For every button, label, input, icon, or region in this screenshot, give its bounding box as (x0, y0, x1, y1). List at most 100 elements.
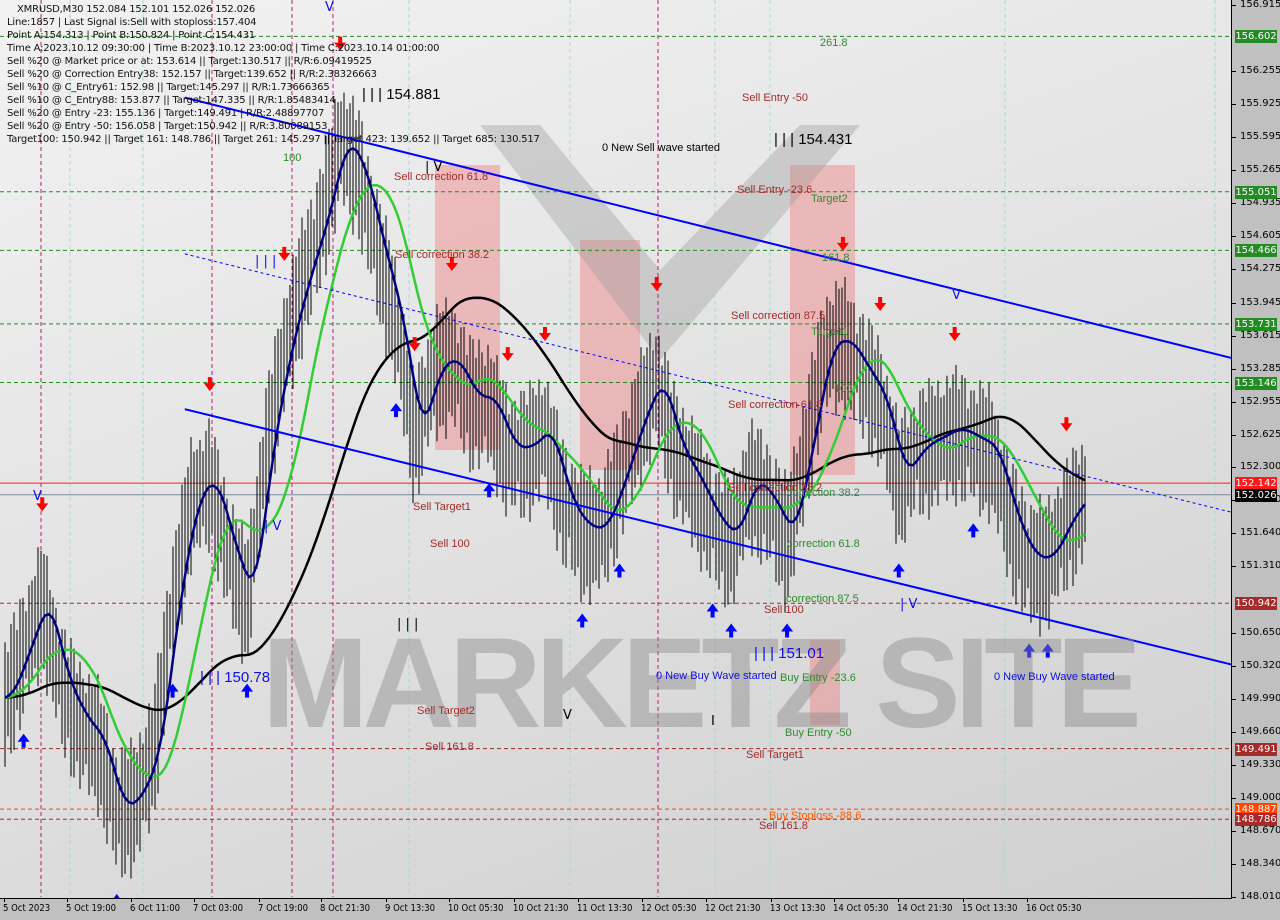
price-tick-label: 148.670 (1240, 824, 1280, 836)
time-tick (834, 898, 835, 902)
price-level-tag: 149.491 (1235, 742, 1277, 756)
wave-marker: | V (264, 519, 282, 534)
time-tick (578, 898, 579, 902)
price-tick-label: 149.660 (1240, 725, 1280, 737)
lower-channel-line (184, 408, 1231, 666)
time-tick (1027, 898, 1028, 902)
price-tick (1232, 830, 1236, 832)
sell-arrow-icon (334, 36, 347, 51)
info-line: Line:1857 | Last Signal is:Sell with sto… (7, 17, 257, 28)
price-tick (1232, 863, 1236, 865)
annotation: Sell Target2 (417, 705, 475, 717)
time-tick-label: 15 Oct 13:30 (962, 903, 1018, 914)
price-tick (1232, 797, 1236, 799)
time-tick-label: 10 Oct 21:30 (513, 903, 569, 914)
price-tick-label: 150.320 (1240, 659, 1280, 671)
price-level-tag: 156.602 (1235, 30, 1277, 44)
sell-arrow-icon (539, 327, 551, 342)
price-tick-label: 153.615 (1240, 329, 1280, 341)
chart-plot-area[interactable]: MARKETZ SITE XMRUSD,M30 152.084 152.101 … (0, 0, 1232, 899)
time-tick (259, 898, 260, 902)
annotation: 100 (283, 152, 302, 164)
price-tick (1232, 665, 1236, 667)
price-tick (1232, 269, 1236, 271)
annotation: Sell correction 87.5 (731, 310, 826, 322)
sell-arrow-icon (501, 347, 514, 362)
annotation: Buy Entry -23.6 (780, 672, 856, 684)
price-tick-label: 155.265 (1240, 164, 1280, 176)
time-tick-label: 7 Oct 03:00 (193, 903, 244, 914)
time-tick-label: 16 Oct 05:30 (1026, 903, 1082, 914)
price-tick (1232, 698, 1236, 700)
time-tick-label: 5 Oct 19:00 (66, 903, 117, 914)
annotation: 0 New Buy Wave started (656, 670, 777, 682)
sell-arrow-icon (650, 276, 663, 291)
annotation: Sell 161.8 (759, 820, 808, 832)
price-level-tag: 152.026 (1235, 488, 1277, 502)
annotation: Sell 161.8 (425, 741, 474, 753)
price-tick (1232, 467, 1236, 469)
annotation: Sell Entry -23.6 (737, 184, 813, 196)
annotation: Buy Stoploss -88.6 (769, 810, 862, 822)
price-tick (1232, 302, 1236, 304)
price-tick-label: 153.945 (1240, 296, 1280, 308)
wave-marker: V (952, 288, 961, 303)
price-tick (1232, 71, 1236, 73)
annotation: Target2 (811, 193, 848, 205)
buy-arrow-icon (166, 683, 179, 698)
price-tick (1232, 5, 1236, 6)
annotation: 161.8 (822, 252, 850, 264)
time-tick-label: 12 Oct 21:30 (705, 903, 761, 914)
price-tick-label: 154.605 (1240, 230, 1280, 242)
signal-zone (580, 240, 640, 470)
signal-zone (810, 640, 840, 725)
annotation: 0 New Sell wave started (602, 142, 720, 154)
price-tick-label: 154.935 (1240, 197, 1280, 209)
price-tick (1232, 897, 1236, 898)
annotation: Target1 (811, 326, 848, 338)
price-tick (1232, 566, 1236, 568)
info-line: Sell %10 @ C_Entry88: 153.877 || Target:… (7, 95, 336, 106)
price-tick (1232, 170, 1236, 172)
annotation: correction 61.8 (787, 538, 860, 550)
buy-arrow-icon (241, 683, 254, 698)
annotation: Sell Entry -50 (742, 92, 809, 104)
time-tick (4, 898, 5, 902)
info-line: Time A:2023.10.12 09:30:00 | Time B:2023… (7, 43, 440, 54)
price-tick-label: 148.340 (1240, 857, 1280, 869)
info-line: Point A:154.313 | Point B:150.824 | Poin… (7, 30, 255, 41)
annotation: | | | 154.431 (774, 131, 853, 148)
buy-arrow-icon (390, 403, 403, 418)
price-tick (1232, 500, 1236, 502)
wave-marker: V (33, 489, 42, 504)
symbol-line: XMRUSD,M30 152.084 152.101 152.026 152.0… (17, 4, 256, 15)
buy-arrow-icon (725, 623, 738, 638)
price-tick-label: 152.955 (1240, 395, 1280, 407)
time-tick-label: 14 Oct 21:30 (897, 903, 953, 914)
price-level-tag: 148.786 (1235, 813, 1277, 827)
sell-arrow-icon (948, 327, 961, 342)
time-tick-label: 11 Oct 13:30 (577, 903, 633, 914)
price-tick (1232, 203, 1236, 205)
price-level-tag: 152.142 (1235, 477, 1277, 491)
price-tick (1232, 401, 1236, 403)
annotation: Sell correction 38.2 (728, 482, 823, 494)
price-tick-label: 155.925 (1240, 98, 1280, 110)
time-tick (898, 898, 899, 902)
price-tick-label: 152.625 (1240, 428, 1280, 440)
price-tick (1232, 104, 1236, 106)
logo-chevron (480, 125, 860, 360)
time-tick-label: 7 Oct 19:00 (258, 903, 309, 914)
price-tick (1232, 632, 1236, 634)
buy-arrow-icon (113, 894, 120, 898)
time-tick-label: 8 Oct 21:30 (320, 903, 371, 914)
time-tick (131, 898, 132, 902)
price-tick-label: 149.000 (1240, 791, 1280, 803)
price-tick (1232, 764, 1236, 766)
time-tick-label: 14 Oct 05:30 (833, 903, 889, 914)
price-tick-label: 156.915 (1240, 0, 1280, 10)
time-tick-label: 12 Oct 05:30 (641, 903, 697, 914)
time-tick (771, 898, 772, 902)
wave-marker: | | | (397, 617, 419, 632)
buy-arrow-icon (892, 563, 905, 578)
